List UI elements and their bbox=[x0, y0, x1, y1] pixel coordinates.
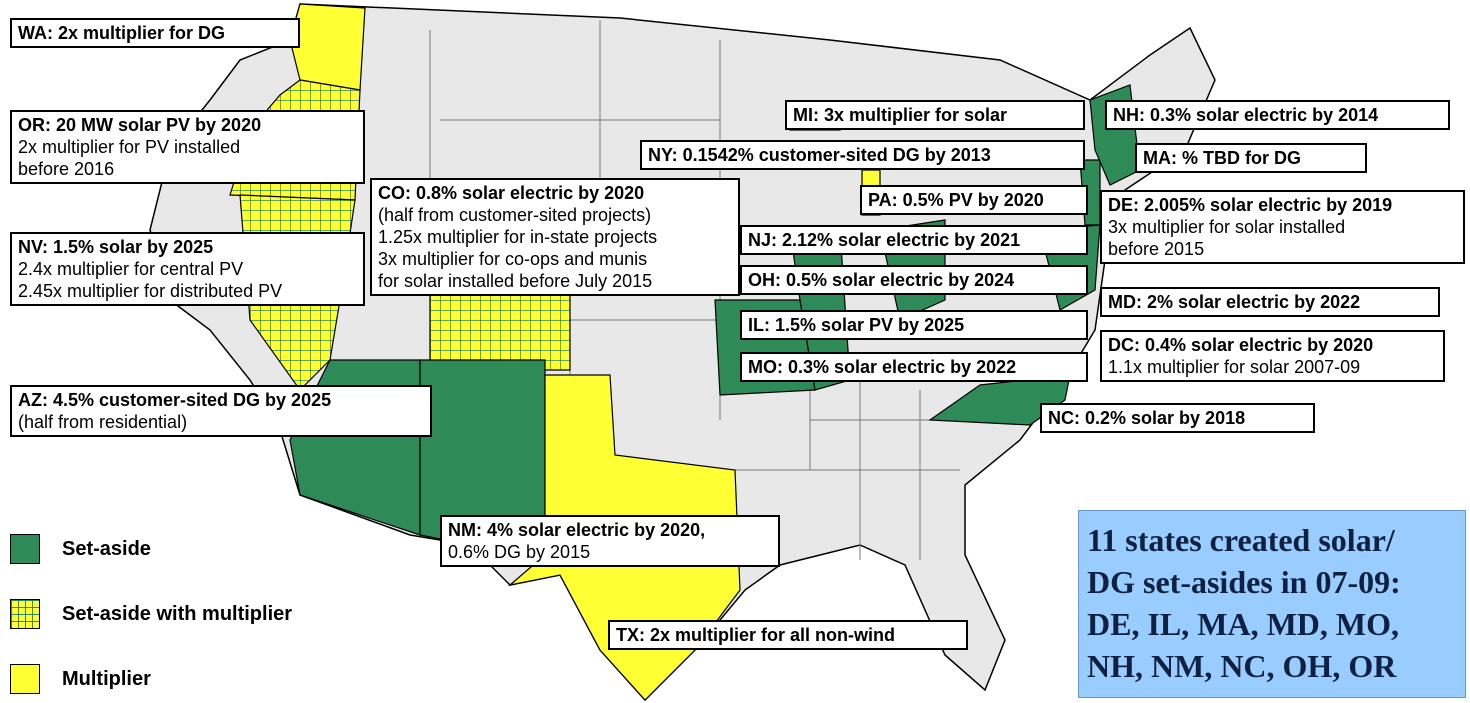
callout-heading: OH: 0.5% solar electric by 2024 bbox=[748, 270, 1015, 290]
summary-line: 11 states created solar/ bbox=[1087, 522, 1395, 558]
callout: OH: 0.5% solar electric by 2024 bbox=[740, 265, 1088, 295]
callout-heading: NJ: 2.12% solar electric by 2021 bbox=[748, 230, 1021, 250]
callout-heading: MA: % TBD for DG bbox=[1143, 148, 1301, 168]
legend-item: Set-aside with multiplier bbox=[10, 597, 292, 631]
callout: MI: 3x multiplier for solar bbox=[785, 100, 1085, 130]
callout: MD: 2% solar electric by 2022 bbox=[1100, 287, 1440, 317]
callout-text: (half from customer-sited projects) bbox=[378, 205, 652, 225]
summary-line: NH, NM, NC, OH, OR bbox=[1087, 648, 1397, 684]
callout-heading: NC: 0.2% solar by 2018 bbox=[1048, 408, 1246, 428]
summary-line: DE, IL, MA, MD, MO, bbox=[1087, 606, 1399, 642]
callout-text: before 2015 bbox=[1108, 239, 1205, 259]
callout: AZ: 4.5% customer-sited DG by 2025 (half … bbox=[10, 385, 432, 437]
callout-heading: DC: 0.4% solar electric by 2020 bbox=[1108, 335, 1374, 355]
callout: MA: % TBD for DG bbox=[1135, 143, 1367, 173]
callout-heading: CO: 0.8% solar electric by 2020 bbox=[378, 183, 645, 203]
callout: NV: 1.5% solar by 2025 2.4x multiplier fo… bbox=[10, 232, 365, 306]
callout-heading: OR: 20 MW solar PV by 2020 bbox=[18, 115, 262, 135]
callout-text: 3x multiplier for co-ops and munis bbox=[378, 249, 648, 269]
callout-heading: TX: 2x multiplier for all non-wind bbox=[616, 625, 896, 645]
callout-text: 1.25x multiplier for in-state projects bbox=[378, 227, 658, 247]
callout: DE: 2.005% solar electric by 2019 3x mult… bbox=[1100, 190, 1465, 264]
callout-text: 1.1x multiplier for solar 2007-09 bbox=[1108, 357, 1361, 377]
legend-label: Multiplier bbox=[62, 667, 151, 690]
callout-heading: MO: 0.3% solar electric by 2022 bbox=[748, 357, 1017, 377]
callout: NH: 0.3% solar electric by 2014 bbox=[1105, 100, 1450, 130]
legend-swatch bbox=[10, 664, 40, 694]
callout-text: for solar installed before July 2015 bbox=[378, 271, 653, 291]
callout-text: (half from residential) bbox=[18, 412, 188, 432]
callout-text: 0.6% DG by 2015 bbox=[448, 542, 591, 562]
callout-heading: PA: 0.5% PV by 2020 bbox=[868, 190, 1044, 210]
callout: MO: 0.3% solar electric by 2022 bbox=[740, 352, 1088, 382]
callout-heading: MD: 2% solar electric by 2022 bbox=[1108, 292, 1361, 312]
summary-box: 11 states created solar/DG set-asides in… bbox=[1078, 510, 1466, 698]
callout: NC: 0.2% solar by 2018 bbox=[1040, 403, 1315, 433]
callout-heading: NM: 4% solar electric by 2020, bbox=[448, 520, 706, 540]
callout-heading: MI: 3x multiplier for solar bbox=[793, 105, 1008, 125]
legend-label: Set-aside bbox=[62, 537, 151, 560]
callout-text: 3x multiplier for solar installed bbox=[1108, 217, 1346, 237]
callout: DC: 0.4% solar electric by 2020 1.1x mult… bbox=[1100, 330, 1445, 382]
callout: TX: 2x multiplier for all non-wind bbox=[608, 620, 968, 650]
legend-item: Set-aside bbox=[10, 532, 151, 566]
callout: NJ: 2.12% solar electric by 2021 bbox=[740, 225, 1088, 255]
callout-text: 2x multiplier for PV installed bbox=[18, 137, 241, 157]
callout-heading: IL: 1.5% solar PV by 2025 bbox=[748, 315, 965, 335]
callout-heading: NV: 1.5% solar by 2025 bbox=[18, 237, 214, 257]
callout-text: 2.45x multiplier for distributed PV bbox=[18, 281, 283, 301]
callout: NY: 0.1542% customer-sited DG by 2013 bbox=[640, 140, 1085, 170]
legend-swatch bbox=[10, 534, 40, 564]
callout: NM: 4% solar electric by 2020, 0.6% DG by… bbox=[440, 515, 780, 567]
legend-item: Multiplier bbox=[10, 662, 151, 696]
wa bbox=[289, 3, 366, 91]
nc bbox=[928, 374, 1071, 426]
callout: IL: 1.5% solar PV by 2025 bbox=[740, 310, 1088, 340]
callout-text: 2.4x multiplier for central PV bbox=[18, 259, 244, 279]
callout-heading: NY: 0.1542% customer-sited DG by 2013 bbox=[648, 145, 991, 165]
callout-heading: AZ: 4.5% customer-sited DG by 2025 bbox=[18, 390, 332, 410]
callout-heading: DE: 2.005% solar electric by 2019 bbox=[1108, 195, 1393, 215]
callout-heading: NH: 0.3% solar electric by 2014 bbox=[1113, 105, 1379, 125]
callout: PA: 0.5% PV by 2020 bbox=[860, 185, 1088, 215]
legend-label: Set-aside with multiplier bbox=[62, 602, 293, 625]
callout-text: before 2016 bbox=[18, 159, 115, 179]
summary-line: DG set-asides in 07-09: bbox=[1087, 564, 1401, 600]
callout: OR: 20 MW solar PV by 2020 2x multiplier … bbox=[10, 110, 365, 184]
legend-swatch bbox=[10, 599, 40, 629]
callout: WA: 2x multiplier for DG bbox=[10, 18, 300, 48]
callout: CO: 0.8% solar electric by 2020 (half fro… bbox=[370, 178, 740, 296]
callout-heading: WA: 2x multiplier for DG bbox=[18, 23, 226, 43]
